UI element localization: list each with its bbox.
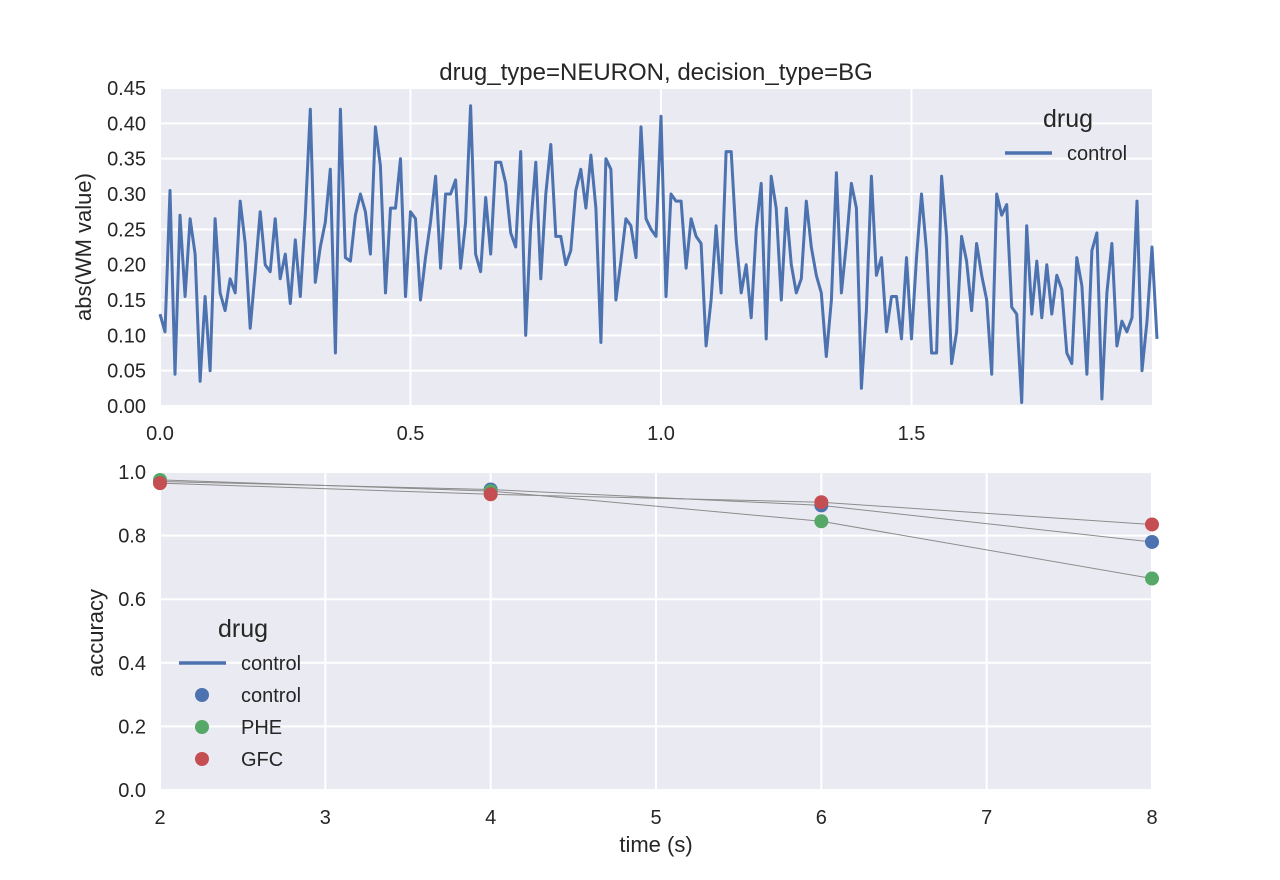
point-phe [1145, 571, 1159, 586]
legend-label-control: control [241, 685, 301, 707]
point-gfc [814, 495, 829, 510]
plot-area-top [160, 88, 1152, 406]
y-tick-label: 0.05 [107, 361, 146, 383]
connector-gfc [159, 482, 1153, 525]
x-tick-label: 7 [981, 807, 992, 829]
point-control [1145, 534, 1159, 549]
y-tick-label: 0.25 [107, 219, 146, 241]
y-tick-label: 0.20 [107, 255, 146, 277]
accuracy-chart: 2 3 4 5 6 7 8 0.0 0.2 0.4 0.6 0.8 1.0 time (s) accur… [83, 462, 1159, 857]
x-tick-label: 5 [650, 807, 661, 829]
grid-bottom [159, 471, 1153, 791]
x-tick-label: 1.5 [898, 423, 926, 445]
ticks-bottom: 2 3 4 5 6 7 8 0.0 0.2 0.4 0.6 0.8 1.0 [118, 462, 1157, 829]
y-tick-label: 0.35 [107, 149, 146, 171]
x-tick-label: 4 [485, 807, 496, 829]
legend-title-bottom: drug [218, 615, 268, 643]
y-tick-label: 0.40 [107, 113, 146, 135]
y-tick-label: 0.10 [107, 325, 146, 347]
y-tick-label: 0.6 [118, 589, 146, 611]
x-tick-label: 2 [154, 807, 165, 829]
legend-dot-control [195, 688, 209, 702]
y-axis-label-top: abs(WM value) [71, 173, 96, 321]
wm-value-chart: 0.0 0.5 1.0 1.5 0.00 0.05 0.10 0.15 0.20 0.25 0.30… [71, 59, 1159, 445]
legend-title-top: drug [1043, 105, 1093, 133]
x-tick-label: 3 [320, 807, 331, 829]
point-gfc [1145, 517, 1159, 532]
legend-label-gfc: GFC [241, 749, 283, 771]
point-gfc [483, 487, 498, 502]
legend-label-phe: PHE [241, 717, 282, 739]
legend-label-control: control [1067, 143, 1127, 165]
y-axis-label-bottom: accuracy [83, 589, 108, 677]
y-tick-label: 0.30 [107, 184, 146, 206]
y-tick-label: 0.0 [118, 780, 146, 802]
legend-top: drug control [1005, 105, 1127, 165]
point-phe [814, 514, 829, 529]
y-tick-label: 0.45 [107, 78, 146, 100]
data-points [153, 472, 1159, 586]
y-tick-label: 1.0 [118, 462, 146, 484]
legend-dot-phe [195, 720, 209, 734]
x-tick-label: 0.0 [146, 423, 174, 445]
series-control-line [158, 104, 1159, 404]
y-tick-label: 0.2 [118, 716, 146, 738]
x-tick-label: 6 [816, 807, 827, 829]
y-tick-label: 0.15 [107, 290, 146, 312]
connector-phe [159, 479, 1153, 579]
y-tick-label: 0.4 [118, 653, 146, 675]
x-axis-label-bottom: time (s) [619, 832, 692, 857]
connector-lines [159, 479, 1153, 579]
series-line-control [158, 104, 1159, 404]
chart-title: drug_type=NEURON, decision_type=BG [439, 59, 873, 86]
legend-label-control: control [241, 653, 301, 675]
ticks-top: 0.0 0.5 1.0 1.5 0.00 0.05 0.10 0.15 0.20 0.25 0.30… [107, 78, 925, 445]
y-tick-label: 0.00 [107, 396, 146, 418]
y-tick-label: 0.8 [118, 526, 146, 548]
point-gfc [153, 476, 167, 491]
legend-dot-gfc [195, 752, 209, 766]
legend-bottom: drug control control PHE GFC [179, 615, 301, 771]
x-tick-label: 0.5 [397, 423, 425, 445]
x-tick-label: 1.0 [647, 423, 675, 445]
x-tick-label: 8 [1146, 807, 1157, 829]
